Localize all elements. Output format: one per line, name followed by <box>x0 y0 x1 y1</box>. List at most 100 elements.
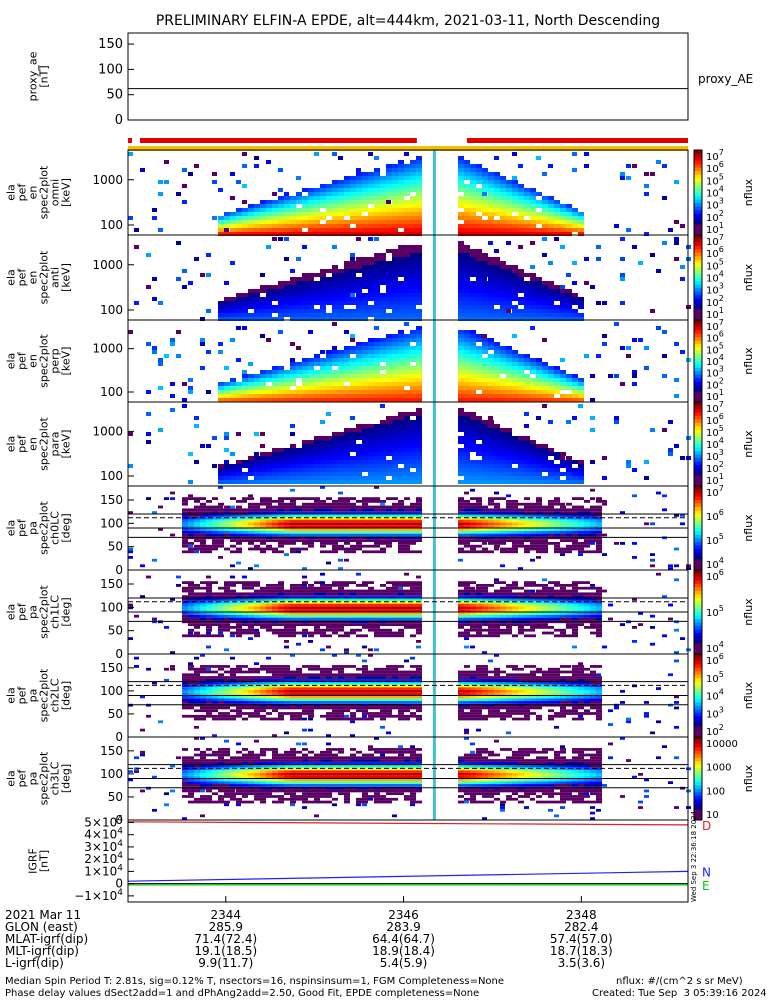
spectrogram-cell <box>296 289 302 293</box>
spectrogram-cell <box>560 530 566 534</box>
spectrogram-cell <box>518 436 524 440</box>
spectrogram-cell <box>242 508 248 512</box>
spectrogram-cell <box>518 200 524 204</box>
spectrogram-cell <box>548 317 554 321</box>
spectrogram-cell <box>380 232 386 236</box>
spectrogram-cell <box>506 180 512 184</box>
spectrogram-cell <box>404 533 410 537</box>
spectrogram-cell <box>488 241 493 245</box>
spectrogram-cell <box>338 184 344 188</box>
spectrogram-cell <box>326 313 332 317</box>
spectrogram-cell <box>626 176 631 180</box>
spectrogram-cell <box>560 550 566 554</box>
spectrogram-cell <box>146 285 151 289</box>
spectrogram-cell <box>404 522 410 526</box>
spectrogram-cell <box>380 609 386 612</box>
spectrogram-cell <box>530 358 536 362</box>
spectrogram-cell <box>380 614 386 618</box>
spectrogram-cell <box>542 204 548 208</box>
spectrogram-cell <box>206 309 211 313</box>
spectrogram-cell <box>266 374 272 378</box>
spectrogram-cell <box>488 200 494 204</box>
spectrogram-cell <box>242 398 248 402</box>
spectrogram-cell <box>224 519 230 523</box>
spectrogram-cell <box>368 533 374 537</box>
spectrogram-cell <box>356 444 362 448</box>
spectrogram-cell <box>278 628 284 632</box>
spectrogram-cell <box>326 561 331 565</box>
spectrogram-cell <box>506 432 512 436</box>
spectrogram-cell <box>650 564 655 568</box>
spectrogram-cell <box>386 168 392 172</box>
spectrogram-cell <box>392 370 398 374</box>
spectrogram-cell <box>320 539 326 542</box>
spectrogram-cell <box>566 519 572 523</box>
spectrogram-cell <box>530 525 536 528</box>
spectrogram-cell <box>410 212 416 216</box>
spectrogram-cell <box>302 440 308 444</box>
spectrogram-cell <box>344 522 350 526</box>
spectrogram-cell <box>386 224 392 228</box>
spectrogram-cell <box>284 370 290 374</box>
spectrogram-cell <box>338 212 344 216</box>
spectrogram-cell <box>224 281 229 285</box>
spectrogram-cell <box>272 452 278 456</box>
spectrogram-cell <box>302 514 308 517</box>
spectrogram-cell <box>206 511 212 514</box>
spectrogram-cell <box>182 497 188 500</box>
colorbar-cell <box>694 364 702 369</box>
spectrogram-cell <box>266 533 272 537</box>
spectrogram-cell <box>344 623 350 626</box>
spectrogram-cell <box>572 539 578 542</box>
spectrogram-cell <box>524 374 530 378</box>
spectrogram-cell <box>542 378 548 382</box>
spectrogram-cell <box>398 511 404 514</box>
spectrogram-cell <box>458 297 464 301</box>
spectrogram-cell <box>374 595 380 598</box>
spectrogram-cell <box>308 468 314 472</box>
spectrogram-cell <box>554 378 560 382</box>
colorbar-cell <box>694 500 702 504</box>
spectrogram-cell <box>470 432 476 436</box>
spectrogram-cell <box>458 346 464 350</box>
spectrogram-cell <box>398 420 404 424</box>
spectrogram-cell <box>332 309 338 313</box>
spectrogram-cell <box>500 464 506 468</box>
spectrogram-cell <box>212 623 218 626</box>
spectrogram-cell <box>458 289 464 293</box>
spectrogram-cell <box>332 542 338 545</box>
spectrogram-cell <box>506 460 512 464</box>
spectrogram-cell <box>296 200 302 204</box>
spectrogram-cell <box>536 502 542 506</box>
spectrogram-cell <box>290 269 295 273</box>
spectrogram-cell <box>314 539 320 542</box>
spectrogram-cell <box>548 542 554 545</box>
spectrogram-cell <box>314 480 320 484</box>
spectrogram-cell <box>170 533 175 537</box>
spectrogram-cell <box>524 317 530 321</box>
spectrogram-cell <box>518 460 524 464</box>
spectrogram-cell <box>596 533 602 537</box>
spectrogram-cell <box>380 224 386 228</box>
spectrogram-cell <box>260 452 266 456</box>
spectrogram-cell <box>530 530 536 534</box>
spectrogram-cell <box>416 514 422 517</box>
spectrogram-cell <box>314 216 320 220</box>
spectrogram-cell <box>518 390 524 394</box>
spectrogram-cell <box>464 212 470 216</box>
spectrogram-cell <box>284 224 290 228</box>
spectrogram-cell <box>350 338 355 342</box>
spectrogram-cell <box>248 460 254 464</box>
spectrogram-cell <box>368 172 374 176</box>
spectrogram-cell <box>230 497 236 500</box>
spectrogram-cell <box>344 277 350 281</box>
spectrogram-cell <box>224 386 230 390</box>
spectrogram-cell <box>284 476 290 480</box>
spectrogram-cell <box>494 317 500 321</box>
spectrogram-cell <box>464 253 470 257</box>
spectrogram-cell <box>464 603 470 607</box>
spectrogram-cell <box>146 432 151 436</box>
spectrogram-cell <box>500 480 506 484</box>
spectrogram-cell <box>338 581 344 584</box>
spectrogram-cell <box>356 533 362 537</box>
